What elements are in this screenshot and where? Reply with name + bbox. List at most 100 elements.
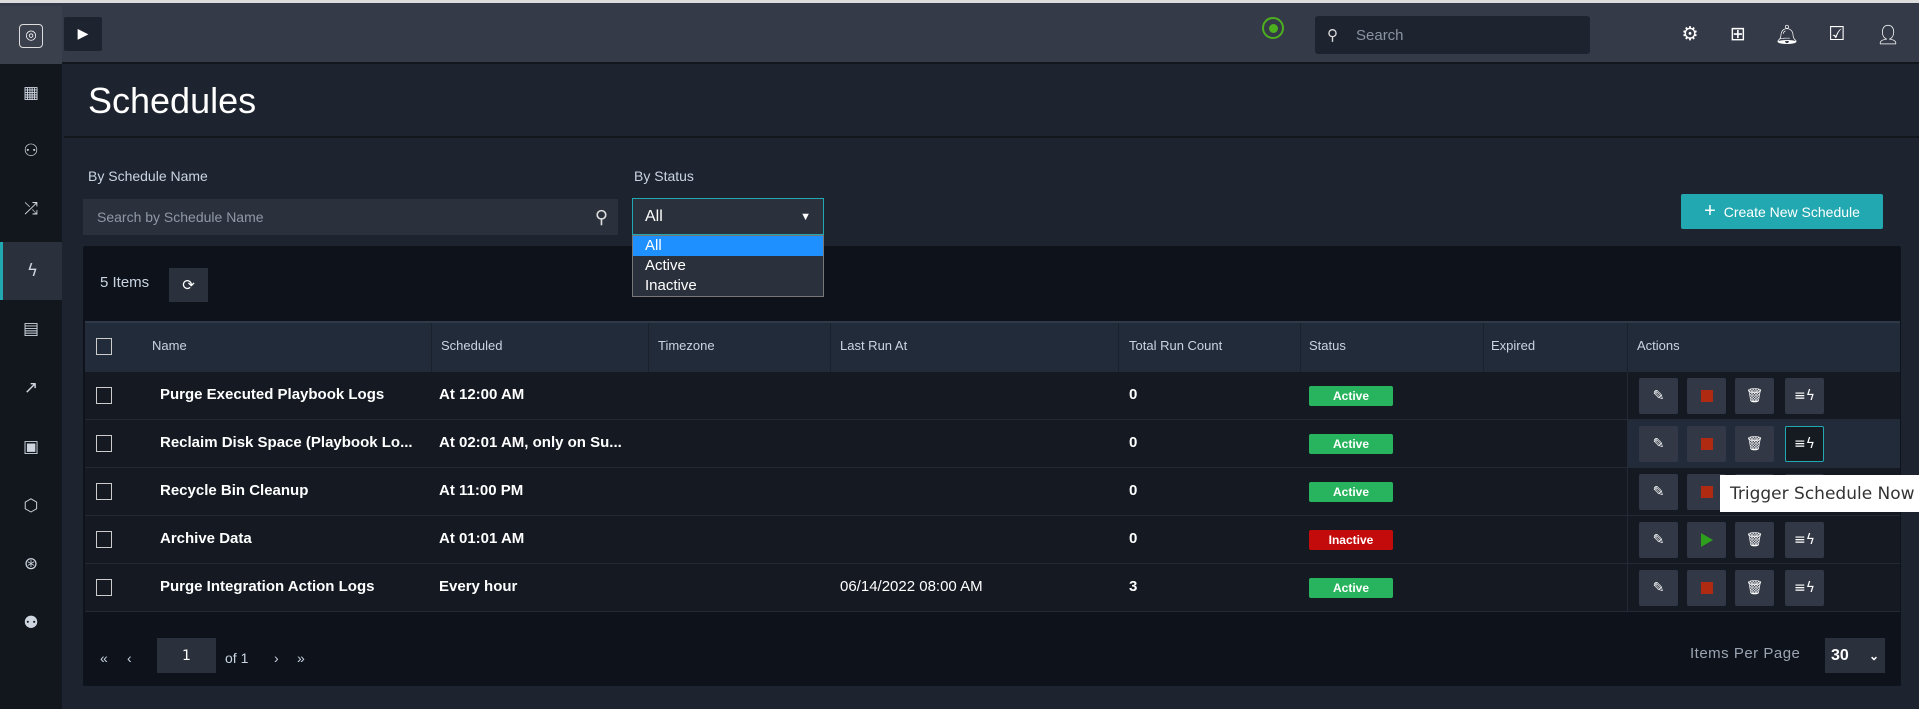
sidebar-item-support[interactable]: ⊛ [23,554,39,574]
trash-icon: 🗑︎ [1745,580,1764,596]
col-timezone[interactable]: Timezone [658,338,715,353]
items-per-page-label: Items Per Page [1690,645,1801,662]
refresh-button[interactable]: ⟳ [169,268,208,302]
sidebar-item-analytics[interactable]: ↗ [23,378,39,398]
bell-icon[interactable]: 🔔︎ [1774,23,1800,46]
stop-icon [1700,486,1713,498]
stop-icon [1700,390,1713,402]
edit-button[interactable]: ✎ [1639,522,1678,558]
status-plug-icon[interactable] [1262,17,1284,39]
row-checkbox[interactable] [96,579,112,596]
trigger-now-button[interactable]: ≡ϟ [1785,570,1824,606]
table-row[interactable]: Recycle Bin Cleanup At 11:00 PM 0 Active… [85,468,1900,516]
status-badge: Active [1309,482,1393,502]
sidebar-item-people[interactable]: ⚇ [23,141,39,161]
play-icon [1700,533,1713,547]
edit-button[interactable]: ✎ [1639,378,1678,414]
col-actions: Actions [1637,338,1680,353]
prev-page-button[interactable]: ‹ [127,650,132,666]
delete-button[interactable]: 🗑︎ [1735,570,1774,606]
status-option-all[interactable]: All [633,236,823,256]
global-search-input[interactable]: ⚲ Search [1315,16,1590,54]
trigger-icon: ≡ϟ [1794,388,1815,404]
sidebar: ▦ ⚇ ⤮ ϟ ▤ ↗ ▣ ⬡ ⊛ ⚉ [0,64,62,709]
row-checkbox[interactable] [96,531,112,548]
status-select[interactable]: All ▼ [632,198,824,235]
table-row[interactable]: Archive Data At 01:01 AM 0 Inactive ✎ 🗑︎… [85,516,1900,564]
schedule-name-search-input[interactable]: Search by Schedule Name ⚲ [83,199,618,235]
trigger-now-button[interactable]: ≡ϟ [1785,426,1824,462]
schedule-name[interactable]: Purge Executed Playbook Logs [160,386,385,403]
delete-button[interactable]: 🗑︎ [1735,522,1774,558]
status-dropdown-list: All Active Inactive [632,235,824,297]
activate-button[interactable] [1687,522,1726,558]
row-checkbox[interactable] [96,435,112,452]
stop-icon [1700,438,1713,450]
sidebar-item-widgets[interactable]: ▣ [22,437,40,457]
schedule-name[interactable]: Purge Integration Action Logs [160,578,375,595]
trash-icon: 🗑︎ [1745,388,1764,404]
schedule-time: At 11:00 PM [439,482,524,499]
status-option-inactive[interactable]: Inactive [645,277,697,294]
clipboard-check-icon[interactable]: ☑ [1828,23,1846,45]
sidebar-item-schedules[interactable]: ϟ [0,242,62,300]
first-page-button[interactable]: « [100,650,108,666]
sidebar-toggle-button[interactable]: ▶ [64,17,102,51]
status-badge: Active [1309,578,1393,598]
select-all-checkbox[interactable] [96,338,112,355]
search-icon: ⚲ [594,206,608,227]
user-icon[interactable]: 👤︎ [1875,23,1901,46]
deactivate-button[interactable] [1687,378,1726,414]
status-filter-label: By Status [634,168,694,184]
row-checkbox[interactable] [96,483,112,500]
row-checkbox[interactable] [96,387,112,404]
trigger-now-button[interactable]: ≡ϟ [1785,378,1824,414]
sidebar-item-network[interactable]: ⬡ [23,496,39,516]
delete-button[interactable]: 🗑︎ [1735,378,1774,414]
deactivate-button[interactable] [1687,426,1726,462]
col-expired[interactable]: Expired [1491,338,1536,353]
col-total-run-count[interactable]: Total Run Count [1129,338,1223,353]
schedule-time: At 02:01 AM, only on Su... [439,434,622,451]
edit-button[interactable]: ✎ [1639,570,1678,606]
schedule-name[interactable]: Reclaim Disk Space (Playbook Lo... [160,434,413,451]
sidebar-item-dashboard[interactable]: ▦ [22,83,40,103]
app-logo[interactable]: ◎ [0,6,62,65]
title-bar: Schedules [64,66,1919,138]
last-page-button[interactable]: » [297,650,305,666]
table-row[interactable]: Purge Integration Action Logs Every hour… [85,564,1900,612]
col-last-run-at[interactable]: Last Run At [840,338,908,353]
schedule-name[interactable]: Recycle Bin Cleanup [160,482,309,499]
trigger-icon: ≡ϟ [1794,580,1815,596]
settings-icon[interactable]: ⚙ [1681,23,1699,45]
caret-down-icon: ▼ [800,210,811,223]
status-option-active[interactable]: Active [645,257,686,274]
page-number-input[interactable]: 1 [157,638,216,673]
hierarchy-icon[interactable]: ⊞ [1730,23,1746,45]
table-row[interactable]: Reclaim Disk Space (Playbook Lo... At 02… [85,420,1900,468]
total-run-count: 0 [1129,482,1138,499]
total-run-count: 0 [1129,530,1138,547]
create-new-schedule-button[interactable]: + Create New Schedule [1681,194,1883,229]
sidebar-item-shuffle[interactable]: ⤮ [24,199,38,219]
deactivate-button[interactable] [1687,474,1726,510]
schedule-name[interactable]: Archive Data [160,530,252,547]
page-title: Schedules [88,80,257,121]
status-badge: Inactive [1309,530,1393,550]
deactivate-button[interactable] [1687,570,1726,606]
pencil-icon: ✎ [1652,484,1665,500]
edit-button[interactable]: ✎ [1639,426,1678,462]
col-name[interactable]: Name [152,338,187,353]
status-badge: Active [1309,386,1393,406]
edit-button[interactable]: ✎ [1639,474,1678,510]
trigger-tooltip: Trigger Schedule Now [1720,475,1919,512]
sidebar-item-users[interactable]: ⚉ [23,613,39,633]
col-scheduled[interactable]: Scheduled [441,338,503,353]
trigger-now-button[interactable]: ≡ϟ [1785,522,1824,558]
items-per-page-select[interactable]: 30 ⌄ [1825,638,1885,673]
next-page-button[interactable]: › [274,650,279,666]
col-status[interactable]: Status [1309,338,1346,353]
sidebar-item-briefcase[interactable]: ▤ [22,319,40,339]
delete-button[interactable]: 🗑︎ [1735,426,1774,462]
table-row[interactable]: Purge Executed Playbook Logs At 12:00 AM… [85,372,1900,420]
